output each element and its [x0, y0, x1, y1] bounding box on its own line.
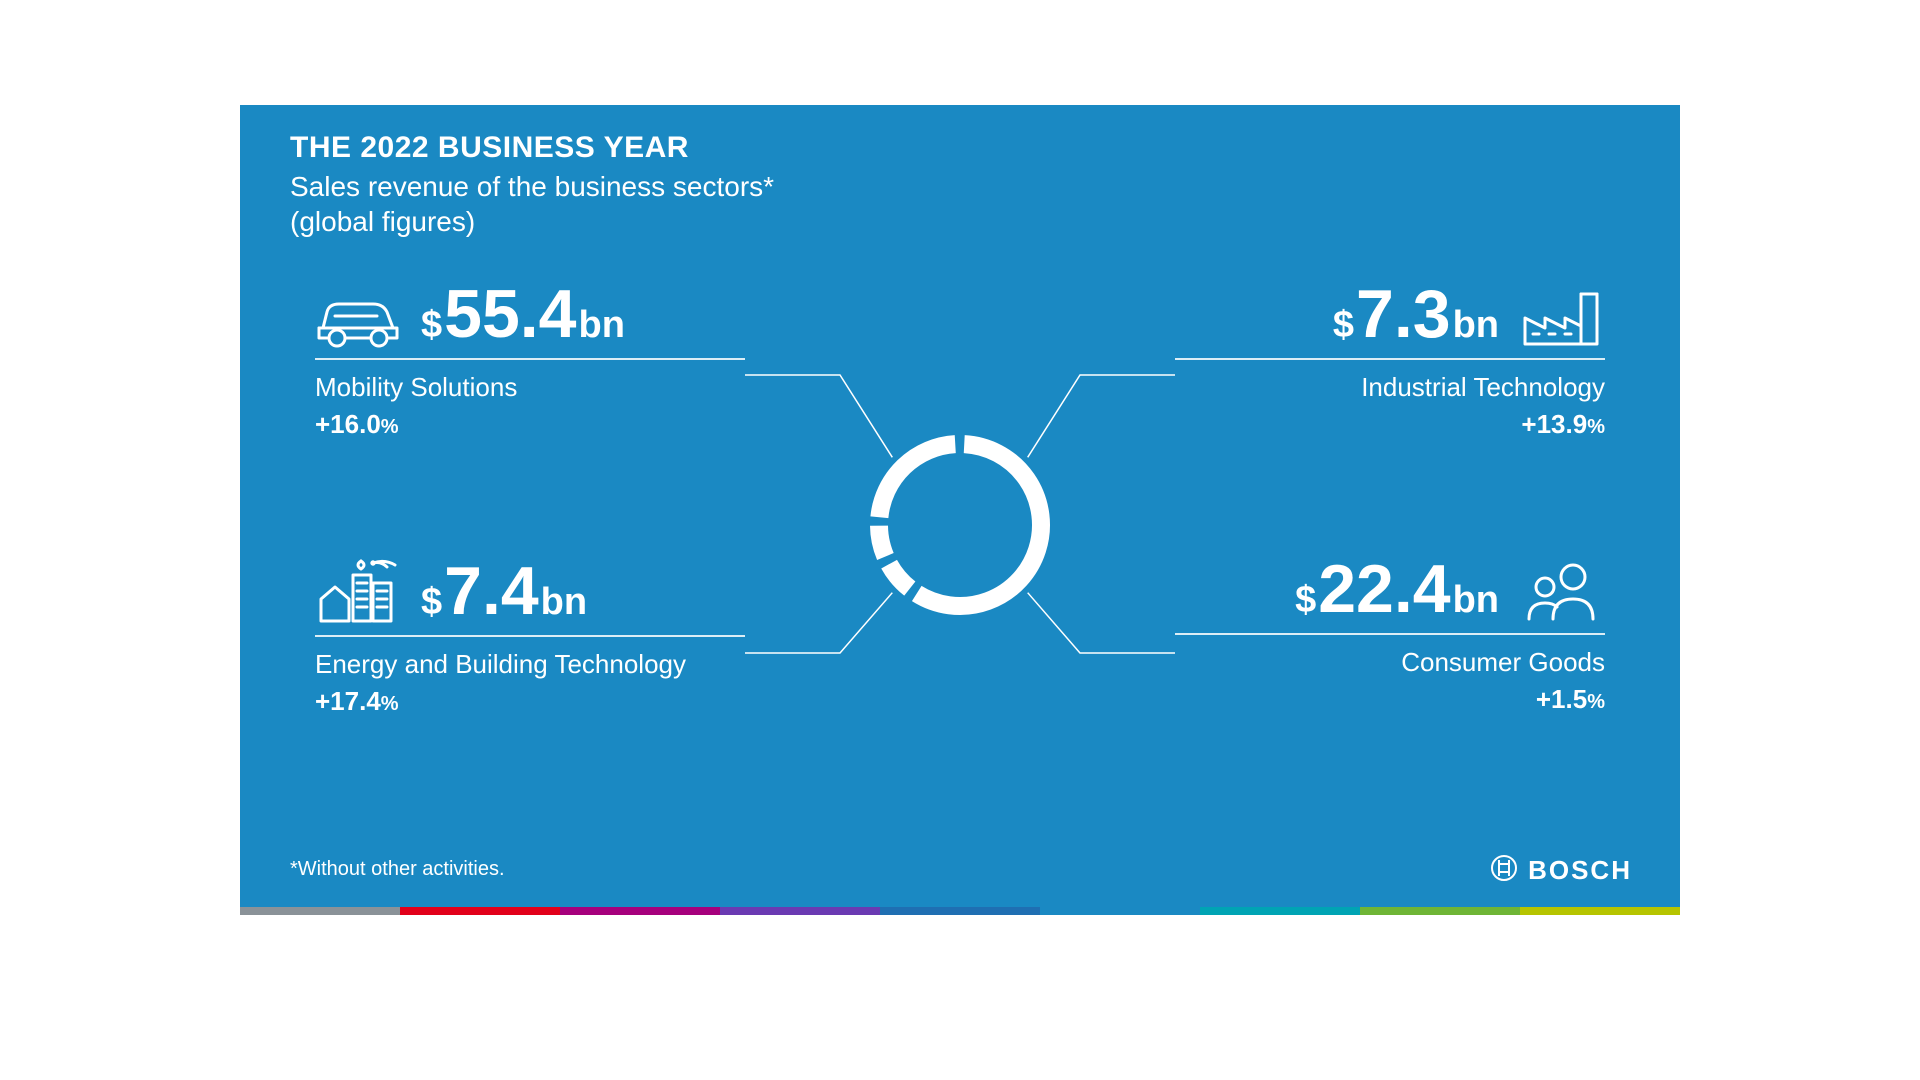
brand-stripe	[240, 907, 1680, 915]
sector-consumer: $ 22.4 bn Consumer Goods +1.5%	[1175, 555, 1605, 715]
currency-symbol: $	[1295, 579, 1316, 622]
divider	[1175, 358, 1605, 360]
sector-industrial: $ 7.3 bn Industrial Technology +13.9%	[1175, 280, 1605, 440]
sector-consumer-amount: $ 22.4 bn	[1295, 555, 1499, 623]
page-subtitle: Sales revenue of the business sectors* (…	[290, 169, 774, 239]
sector-energy-name: Energy and Building Technology	[315, 649, 745, 680]
brand-logo: BOSCH	[1490, 854, 1632, 887]
sector-consumer-growth: +1.5%	[1175, 684, 1605, 715]
divider	[315, 358, 745, 360]
donut-chart	[866, 431, 1054, 619]
sector-energy-amount: $ 7.4 bn	[421, 557, 587, 625]
sector-consumer-value: 22.4	[1318, 555, 1450, 623]
currency-symbol: $	[421, 304, 442, 347]
sector-industrial-name: Industrial Technology	[1175, 372, 1605, 403]
sector-energy-value: 7.4	[444, 557, 539, 625]
building-icon	[315, 555, 401, 625]
footnote: *Without other activities.	[290, 858, 505, 881]
infographic-canvas: THE 2022 BUSINESS YEAR Sales revenue of …	[240, 105, 1680, 915]
currency-symbol: $	[1333, 304, 1354, 347]
header: THE 2022 BUSINESS YEAR Sales revenue of …	[290, 131, 774, 239]
sector-mobility-value: 55.4	[444, 280, 576, 348]
page-title: THE 2022 BUSINESS YEAR	[290, 131, 774, 165]
divider	[1175, 633, 1605, 635]
unit-label: bn	[1453, 579, 1499, 622]
currency-symbol: $	[421, 581, 442, 624]
sector-industrial-growth: +13.9%	[1175, 409, 1605, 440]
bosch-mark-icon	[1490, 854, 1518, 887]
unit-label: bn	[579, 304, 625, 347]
sector-industrial-value: 7.3	[1356, 280, 1451, 348]
factory-icon	[1519, 284, 1605, 348]
sector-mobility: $ 55.4 bn Mobility Solutions +16.0%	[315, 280, 745, 440]
sector-mobility-growth: +16.0%	[315, 409, 745, 440]
brand-name: BOSCH	[1528, 855, 1632, 886]
sector-industrial-amount: $ 7.3 bn	[1333, 280, 1499, 348]
sector-energy-growth: +17.4%	[315, 686, 745, 717]
people-icon	[1519, 559, 1605, 623]
subtitle-line-2: (global figures)	[290, 206, 475, 237]
sector-mobility-name: Mobility Solutions	[315, 372, 745, 403]
divider	[315, 635, 745, 637]
unit-label: bn	[541, 581, 587, 624]
sector-consumer-name: Consumer Goods	[1175, 647, 1605, 678]
sector-mobility-amount: $ 55.4 bn	[421, 280, 625, 348]
car-icon	[315, 292, 401, 348]
subtitle-line-1: Sales revenue of the business sectors*	[290, 171, 774, 202]
sector-energy: $ 7.4 bn Energy and Building Technology …	[315, 555, 745, 717]
unit-label: bn	[1453, 304, 1499, 347]
